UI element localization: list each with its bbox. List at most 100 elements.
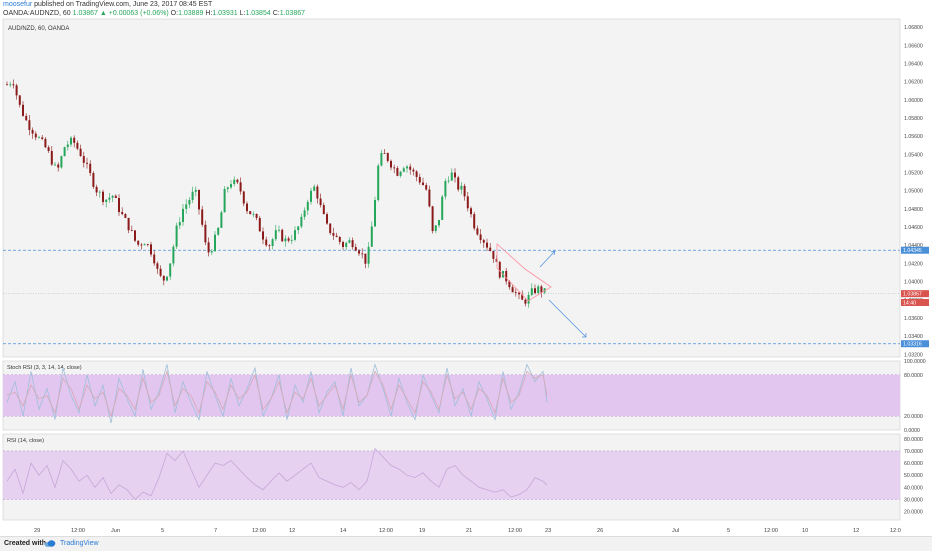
candle-body xyxy=(159,268,162,276)
candle-body xyxy=(537,286,540,294)
candle-body xyxy=(22,104,24,116)
candle-body xyxy=(137,240,140,245)
price-badge-label: 1.03316 xyxy=(903,342,922,348)
candle-body xyxy=(422,182,424,186)
time-axis-tick: 12 xyxy=(289,528,295,534)
indicator-title: Stoch RSI (3, 3, 14, 14, close) xyxy=(7,365,82,371)
candle-body xyxy=(450,172,453,181)
time-axis-tick: 21 xyxy=(466,528,472,534)
candle-body xyxy=(297,226,300,231)
candle-body xyxy=(38,137,40,139)
candle-body xyxy=(236,179,239,183)
price-axis-tick: 1.05600 xyxy=(904,134,923,140)
candle-body xyxy=(217,227,220,235)
candle-body xyxy=(425,185,428,190)
candle-body xyxy=(482,240,485,243)
high-label: H: xyxy=(205,10,213,17)
indicator-axis-tick: 40.0000 xyxy=(904,485,923,491)
price-axis-tick: 1.06600 xyxy=(904,43,923,49)
candle-body xyxy=(162,275,165,281)
price-axis-tick: 1.05800 xyxy=(904,116,923,122)
candle-body xyxy=(25,115,28,121)
candle-body xyxy=(508,281,511,288)
candle-body xyxy=(396,168,399,176)
candle-body xyxy=(319,198,322,206)
candle-body xyxy=(95,186,98,193)
candle-body xyxy=(274,230,277,240)
candle-body xyxy=(338,236,341,242)
indicator-series-line xyxy=(6,447,548,500)
indicator-series-line xyxy=(6,369,548,418)
candle-body xyxy=(252,213,255,215)
candle-body xyxy=(54,164,56,166)
price-badge-label: 14:40 xyxy=(903,300,916,306)
candle-body xyxy=(470,208,472,215)
time-axis-tick: 26 xyxy=(597,528,603,534)
time-axis-tick: 14 xyxy=(340,528,346,534)
candle-body xyxy=(399,171,402,176)
candle-body xyxy=(530,288,533,295)
candle-body xyxy=(140,244,143,246)
candle-body xyxy=(332,233,335,236)
candle-body xyxy=(505,270,508,282)
time-axis-tick: 12:00 xyxy=(252,528,266,534)
indicator-axis-tick: 70.0000 xyxy=(904,449,923,455)
candle-body xyxy=(287,238,290,241)
price-axis-tick: 1.03200 xyxy=(904,352,923,358)
candle-body xyxy=(479,234,482,241)
price-axis-tick: 1.06800 xyxy=(904,25,923,31)
candle-body xyxy=(278,229,280,231)
candle-body xyxy=(354,247,357,251)
candle-body xyxy=(342,241,344,247)
candle-body xyxy=(351,240,354,248)
candle-body xyxy=(60,156,63,168)
candle-body xyxy=(194,189,197,192)
candle-body xyxy=(249,211,252,215)
symbol-label: OANDA:AUDNZD, 60 xyxy=(3,10,71,17)
candle-body xyxy=(329,223,332,234)
candle-body xyxy=(412,169,415,172)
candle-body xyxy=(50,150,53,165)
candle-body xyxy=(431,206,434,232)
candle-body xyxy=(335,235,338,237)
candle-body xyxy=(316,186,319,199)
candle-body xyxy=(486,242,488,248)
candle-body xyxy=(463,185,466,197)
candle-body xyxy=(527,294,530,304)
candle-body xyxy=(476,228,479,235)
candle-body xyxy=(185,204,188,209)
candle-body xyxy=(201,209,204,225)
candle-body xyxy=(233,179,236,185)
author-link[interactable]: moosefur xyxy=(3,1,33,8)
candle-body xyxy=(428,189,431,207)
price-axis-tick: 1.05400 xyxy=(904,152,923,158)
price-axis-tick: 1.04600 xyxy=(904,225,923,231)
price-badge xyxy=(901,298,929,306)
chart-area[interactable]: 1.06800 1.06600 1.06400 1.06200 1.06000 1.058… xyxy=(0,0,932,536)
candle-body xyxy=(134,230,136,241)
candle-body xyxy=(63,147,66,157)
price-axis-tick: 1.04800 xyxy=(904,207,923,213)
candle-body xyxy=(284,238,287,242)
close-value: 1.03867 xyxy=(279,10,306,17)
candle-body xyxy=(380,153,383,166)
candle-body xyxy=(460,185,463,190)
candle-body xyxy=(172,246,175,264)
target-arrow-up-head xyxy=(550,250,556,256)
price-axis-tick: 1.04200 xyxy=(904,261,923,267)
target-arrow-down-head xyxy=(582,333,587,338)
indicator-axis-tick: 80.0000 xyxy=(904,373,923,379)
candle-body xyxy=(182,208,184,223)
candle-body xyxy=(383,153,386,154)
candle-body xyxy=(70,137,72,145)
candle-body xyxy=(220,212,223,228)
time-axis-tick: 19 xyxy=(419,528,425,534)
indicator-axis-tick: 30.0000 xyxy=(904,497,923,503)
tradingview-link[interactable]: TradingView xyxy=(60,540,99,547)
candle-body xyxy=(143,244,146,246)
price-badge xyxy=(901,246,929,254)
candle-body xyxy=(226,187,229,189)
candle-body xyxy=(66,144,69,148)
candle-body xyxy=(239,182,242,192)
candle-body xyxy=(166,276,168,281)
